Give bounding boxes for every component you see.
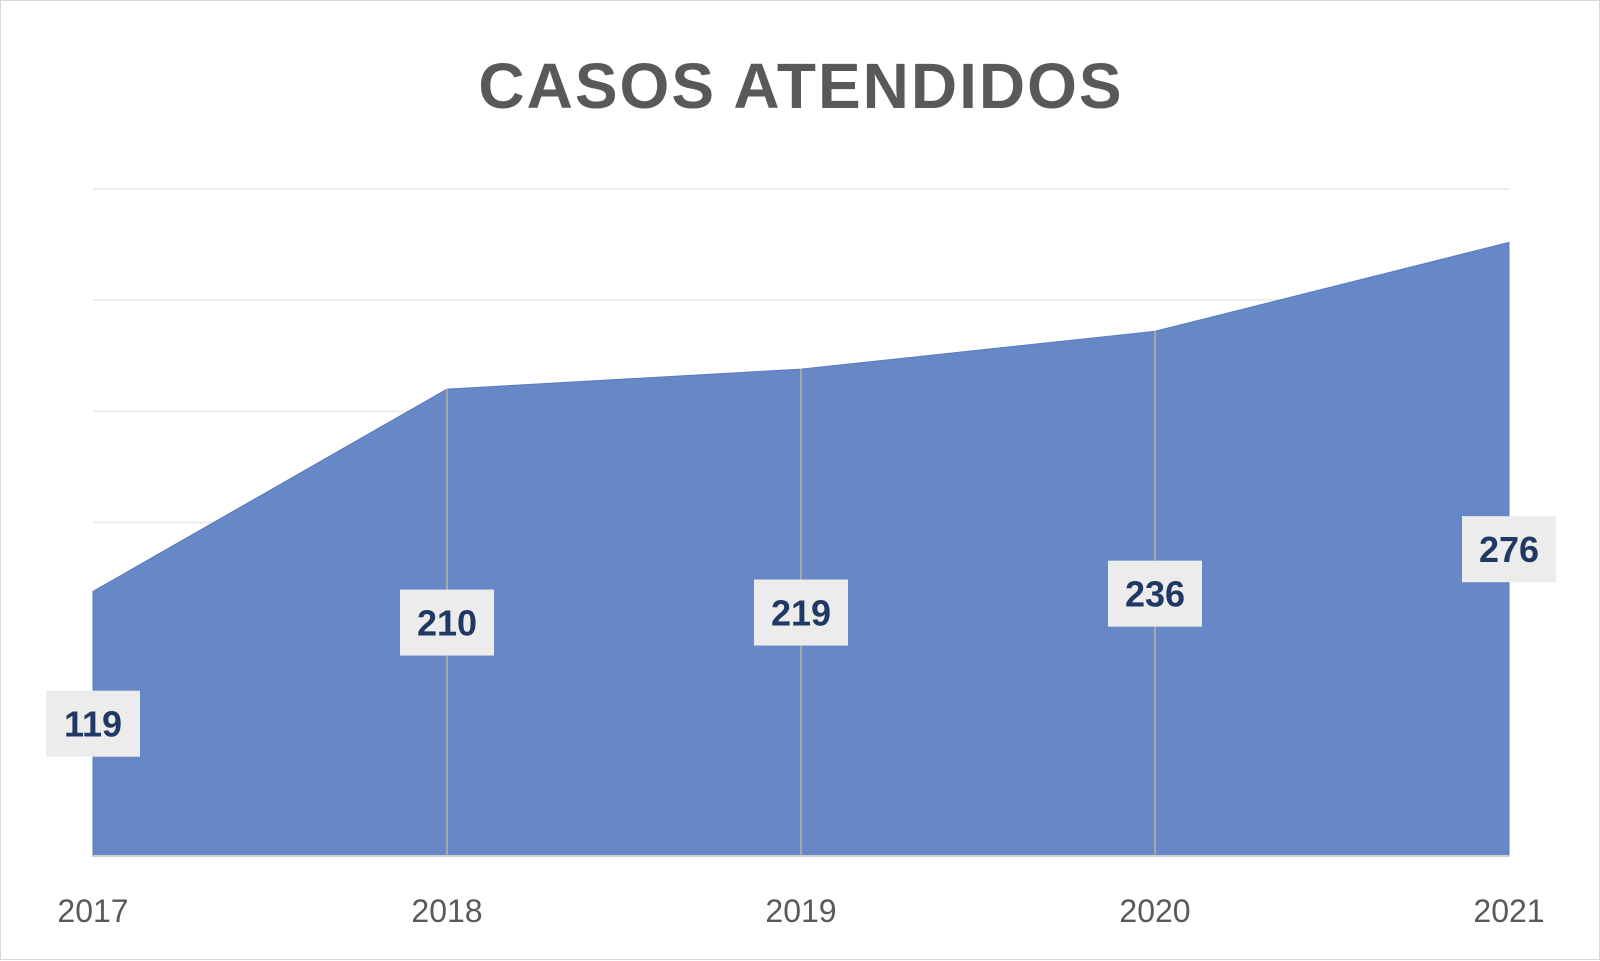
x-tick-label: 2021 (1473, 893, 1544, 929)
x-tick-label: 2019 (765, 893, 836, 929)
data-label: 119 (46, 691, 140, 757)
x-tick-label: 2017 (57, 893, 128, 929)
x-axis: 2017 2018 2019 2020 2021 (57, 856, 1544, 929)
x-tick-label: 2020 (1119, 893, 1190, 929)
data-label: 210 (400, 590, 494, 656)
data-label: 236 (1108, 561, 1202, 627)
x-tick-label: 2018 (411, 893, 482, 929)
data-label-text: 276 (1479, 529, 1539, 570)
data-label: 276 (1462, 516, 1556, 582)
data-label-text: 119 (64, 704, 122, 745)
data-label-text: 236 (1125, 574, 1185, 615)
data-label-text: 219 (771, 593, 831, 634)
data-label: 219 (754, 580, 848, 646)
data-label-text: 210 (417, 603, 477, 644)
